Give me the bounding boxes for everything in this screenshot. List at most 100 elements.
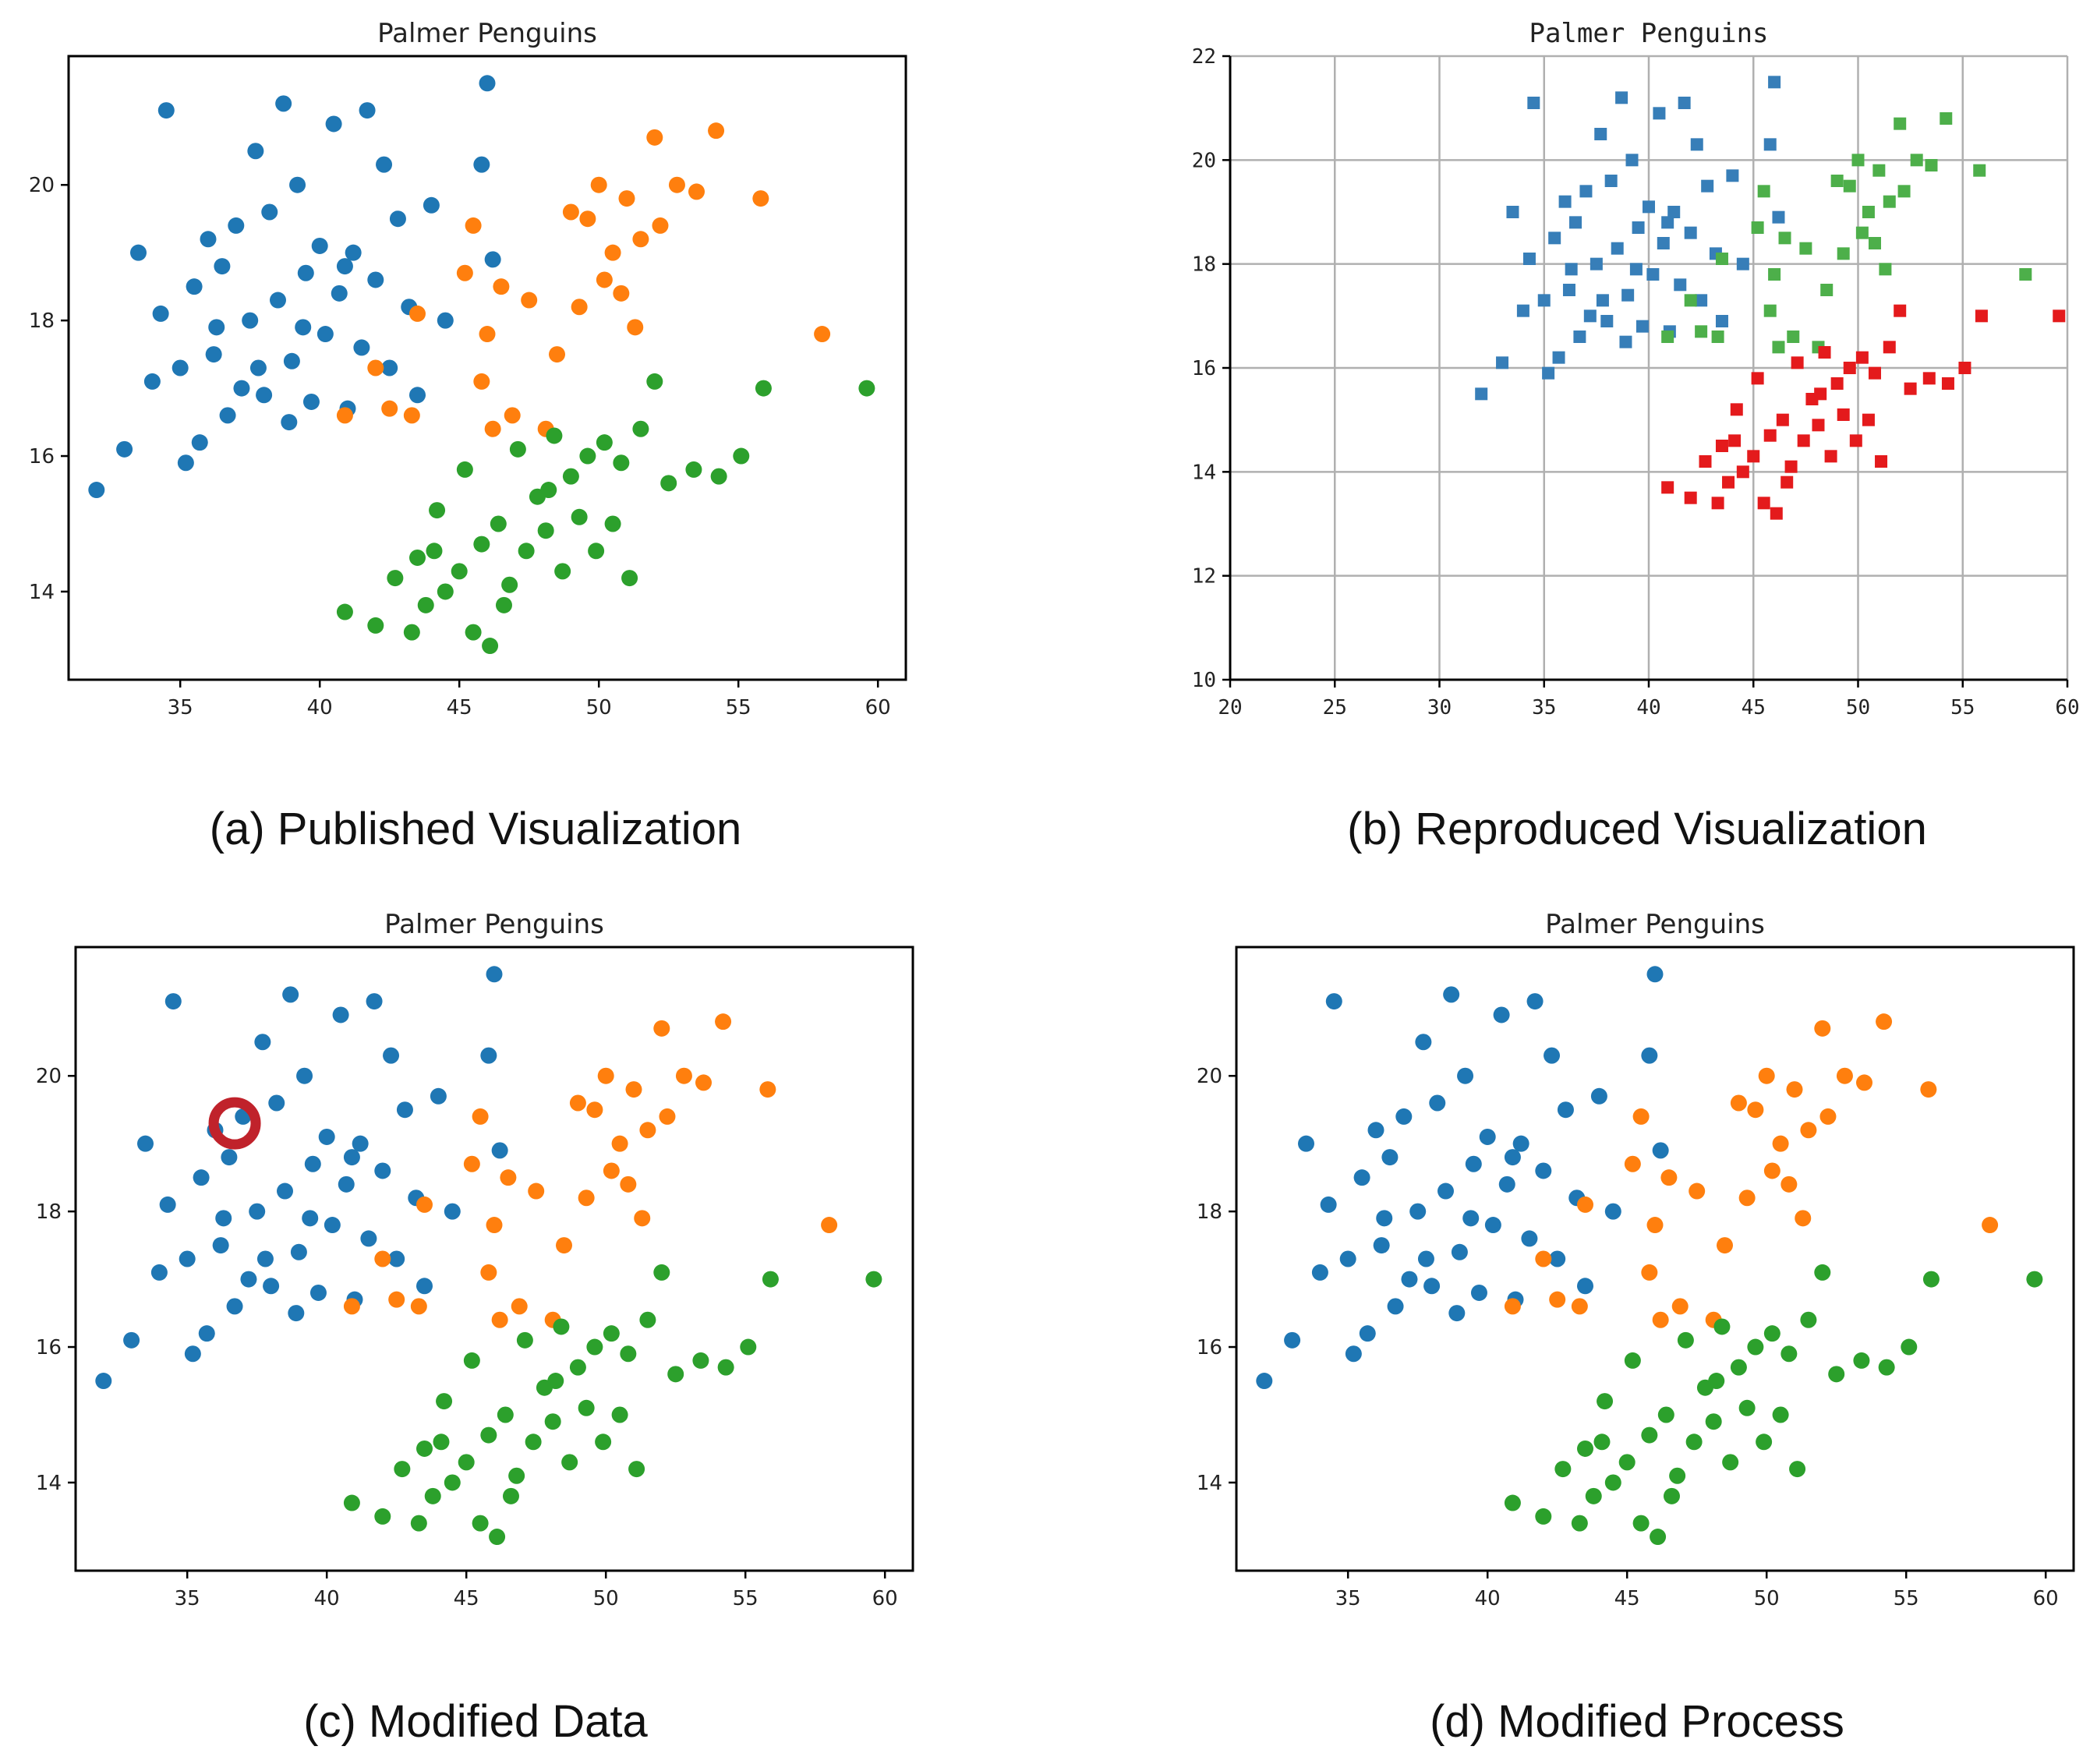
data-point bbox=[1423, 1278, 1441, 1295]
data-point bbox=[1353, 1169, 1370, 1186]
x-tick-label: 55 bbox=[726, 696, 751, 719]
x-tick-label: 45 bbox=[447, 696, 472, 719]
data-point bbox=[1558, 195, 1572, 208]
data-point bbox=[409, 549, 426, 566]
chart-title: Palmer Penguins bbox=[377, 18, 597, 49]
data-point bbox=[1781, 1175, 1798, 1193]
data-point bbox=[762, 1271, 779, 1288]
data-point bbox=[1843, 362, 1856, 374]
data-point bbox=[578, 1399, 595, 1416]
data-point bbox=[1678, 97, 1691, 109]
data-point bbox=[1618, 1454, 1636, 1471]
data-point bbox=[1522, 253, 1536, 265]
data-point bbox=[561, 1454, 578, 1471]
x-tick-label: 45 bbox=[1614, 1587, 1640, 1610]
data-point bbox=[1751, 221, 1764, 234]
data-point bbox=[1585, 1487, 1602, 1504]
data-point bbox=[1894, 117, 1907, 130]
data-point bbox=[814, 326, 831, 343]
data-point bbox=[1768, 76, 1781, 89]
data-point bbox=[1624, 1155, 1641, 1172]
data-point bbox=[1763, 429, 1777, 442]
y-tick-label: 20 bbox=[1192, 149, 1216, 172]
data-point bbox=[571, 299, 588, 316]
data-point bbox=[1325, 993, 1342, 1010]
y-tick-label: 14 bbox=[36, 1472, 62, 1495]
data-point bbox=[1776, 413, 1789, 426]
data-point bbox=[429, 502, 446, 519]
data-point bbox=[311, 237, 328, 254]
data-point bbox=[1910, 154, 1923, 167]
data-point bbox=[1717, 1237, 1733, 1254]
data-point bbox=[668, 176, 685, 193]
data-point bbox=[500, 1169, 517, 1186]
axes-frame bbox=[74, 946, 914, 1572]
data-point bbox=[219, 407, 236, 424]
data-point bbox=[381, 400, 398, 417]
data-point bbox=[472, 1515, 489, 1532]
data-point bbox=[1772, 341, 1785, 354]
data-point bbox=[336, 407, 353, 424]
data-point bbox=[172, 359, 189, 376]
data-point bbox=[1429, 1094, 1446, 1112]
series-1 bbox=[1504, 1013, 1999, 1328]
data-point bbox=[596, 271, 613, 288]
data-point bbox=[1715, 253, 1728, 265]
data-point bbox=[338, 1175, 355, 1193]
data-point bbox=[480, 1047, 497, 1064]
chart-title: Palmer Penguins bbox=[384, 909, 604, 940]
data-point bbox=[367, 359, 384, 376]
data-point bbox=[1736, 465, 1749, 479]
data-point bbox=[1590, 1087, 1607, 1105]
data-point bbox=[233, 380, 250, 397]
data-point bbox=[1542, 366, 1555, 380]
data-point bbox=[1772, 1135, 1789, 1152]
data-point bbox=[331, 285, 348, 302]
data-point bbox=[345, 244, 362, 261]
data-point bbox=[554, 563, 571, 580]
data-point bbox=[123, 1331, 140, 1349]
data-point bbox=[1652, 1311, 1669, 1328]
data-point bbox=[1632, 221, 1645, 234]
data-point bbox=[256, 387, 273, 404]
data-point bbox=[389, 210, 406, 228]
data-point bbox=[289, 176, 306, 193]
x-tick-label: 45 bbox=[454, 1587, 479, 1610]
data-point bbox=[1577, 1440, 1593, 1457]
data-point bbox=[1958, 362, 1971, 374]
data-point bbox=[553, 1318, 570, 1335]
data-point bbox=[295, 319, 312, 336]
data-point bbox=[692, 1352, 709, 1369]
data-point bbox=[1975, 309, 1988, 323]
data-point bbox=[1339, 1250, 1356, 1267]
data-point bbox=[1747, 450, 1760, 463]
data-point bbox=[1757, 185, 1770, 198]
data-point bbox=[1894, 304, 1907, 317]
data-point bbox=[1901, 1338, 1918, 1356]
data-point bbox=[152, 305, 169, 322]
data-point bbox=[2019, 268, 2032, 281]
data-point bbox=[302, 393, 320, 410]
x-tick-label: 60 bbox=[2055, 696, 2079, 719]
data-point bbox=[316, 326, 334, 343]
data-point bbox=[1828, 1366, 1845, 1383]
data-point bbox=[480, 1426, 497, 1444]
data-point bbox=[1359, 1325, 1376, 1342]
data-point bbox=[388, 1291, 405, 1308]
data-point bbox=[1621, 288, 1635, 302]
data-point bbox=[1837, 247, 1850, 260]
data-point bbox=[634, 1210, 651, 1227]
y-tick-label: 20 bbox=[29, 174, 55, 197]
data-point bbox=[1629, 263, 1643, 276]
data-point bbox=[675, 1067, 692, 1084]
data-point bbox=[1758, 1067, 1775, 1084]
data-point bbox=[256, 1250, 274, 1267]
data-point bbox=[480, 1264, 497, 1281]
data-point bbox=[1537, 294, 1551, 307]
data-point bbox=[1922, 372, 1936, 385]
data-point bbox=[639, 1311, 656, 1328]
data-point bbox=[1770, 507, 1783, 520]
data-point bbox=[491, 1311, 508, 1328]
x-tick-label: 55 bbox=[1950, 696, 1975, 719]
data-point bbox=[1763, 138, 1777, 151]
